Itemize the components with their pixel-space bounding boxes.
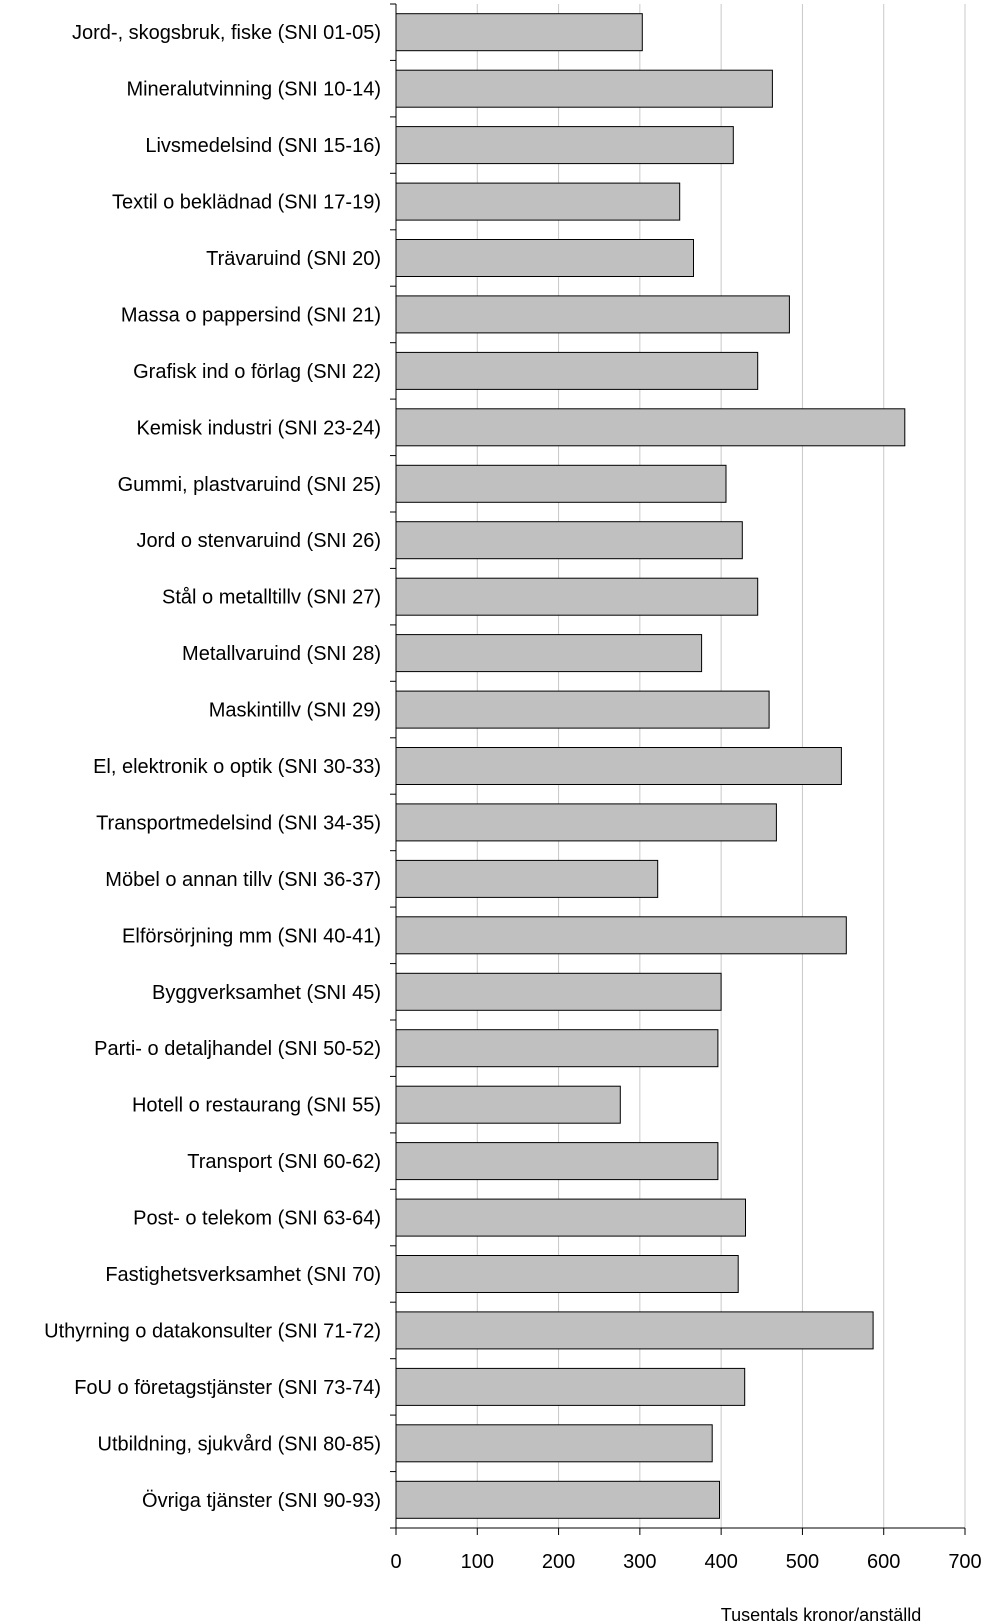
bar-19 — [396, 1086, 620, 1123]
category-label-25: Utbildning, sjukvård (SNI 80-85) — [98, 1433, 381, 1455]
x-tick-label-500: 500 — [786, 1551, 819, 1573]
bar-13 — [396, 748, 841, 785]
category-label-10: Stål o metalltillv (SNI 27) — [162, 587, 381, 609]
category-label-26: Övriga tjänster (SNI 90-93) — [142, 1490, 381, 1512]
bar-5 — [396, 296, 789, 333]
category-label-18: Parti- o detaljhandel (SNI 50-52) — [94, 1038, 381, 1060]
bar-25 — [396, 1425, 712, 1462]
bar-3 — [396, 183, 680, 220]
category-label-2: Livsmedelsind (SNI 15-16) — [145, 135, 381, 157]
tick-labels: 0 100 200 300 400 500 600 700 — [390, 1551, 981, 1573]
category-label-8: Gummi, plastvaruind (SNI 25) — [118, 474, 381, 496]
category-label-17: Byggverksamhet (SNI 45) — [152, 982, 381, 1004]
bar-23 — [396, 1312, 873, 1349]
category-label-9: Jord o stenvaruind (SNI 26) — [136, 530, 381, 552]
x-tick-label-600: 600 — [867, 1551, 900, 1573]
bar-9 — [396, 522, 742, 559]
category-label-0: Jord-, skogsbruk, fiske (SNI 01-05) — [72, 22, 381, 44]
x-tick-label-0: 0 — [390, 1551, 401, 1573]
bar-1 — [396, 70, 772, 107]
x-tick-label-100: 100 — [461, 1551, 494, 1573]
bar-0 — [396, 14, 642, 51]
category-label-4: Trävaruind (SNI 20) — [206, 248, 381, 270]
category-label-6: Grafisk ind o förlag (SNI 22) — [133, 361, 381, 383]
x-tick-label-700: 700 — [948, 1551, 981, 1573]
category-label-15: Möbel o annan tillv (SNI 36-37) — [105, 869, 381, 891]
category-label-12: Maskintillv (SNI 29) — [209, 700, 381, 722]
category-label-13: El, elektronik o optik (SNI 30-33) — [93, 756, 381, 778]
category-label-21: Post- o telekom (SNI 63-64) — [133, 1208, 381, 1230]
bar-6 — [396, 352, 758, 389]
category-label-1: Mineralutvinning (SNI 10-14) — [126, 79, 381, 101]
category-labels: Jord-, skogsbruk, fiske (SNI 01-05) Miner… — [44, 22, 381, 1512]
x-tick-label-300: 300 — [623, 1551, 656, 1573]
category-label-14: Transportmedelsind (SNI 34-35) — [96, 812, 381, 834]
bar-22 — [396, 1256, 738, 1293]
bar-4 — [396, 240, 694, 277]
bar-14 — [396, 804, 776, 841]
category-label-23: Uthyrning o datakonsulter (SNI 71-72) — [44, 1320, 381, 1342]
bar-11 — [396, 635, 702, 672]
bar-21 — [396, 1199, 746, 1236]
category-label-7: Kemisk industri (SNI 23-24) — [136, 417, 381, 439]
bar-18 — [396, 1030, 718, 1067]
category-label-5: Massa o pappersind (SNI 21) — [121, 304, 381, 326]
category-label-20: Transport (SNI 60-62) — [187, 1151, 381, 1173]
bar-24 — [396, 1368, 745, 1405]
bar-7 — [396, 409, 905, 446]
bar-16 — [396, 917, 846, 954]
bar-26 — [396, 1481, 720, 1518]
category-label-19: Hotell o restaurang (SNI 55) — [132, 1095, 381, 1117]
category-label-24: FoU o företagstjänster (SNI 73-74) — [74, 1377, 381, 1399]
bar-2 — [396, 127, 733, 164]
bar-17 — [396, 973, 721, 1010]
category-label-16: Elförsörjning mm (SNI 40-41) — [122, 925, 381, 947]
category-label-11: Metallvaruind (SNI 28) — [182, 643, 381, 665]
x-tick-label-400: 400 — [704, 1551, 737, 1573]
x-axis-title: Tusentals kronor/anställd — [721, 1605, 921, 1623]
category-label-3: Textil o beklädnad (SNI 17-19) — [112, 192, 381, 214]
bar-8 — [396, 465, 726, 502]
bar-20 — [396, 1143, 718, 1180]
bar-12 — [396, 691, 769, 728]
category-label-22: Fastighetsverksamhet (SNI 70) — [105, 1264, 381, 1286]
x-tick-label-200: 200 — [542, 1551, 575, 1573]
bar-15 — [396, 860, 658, 897]
bars — [396, 14, 905, 1519]
bar-10 — [396, 578, 758, 615]
